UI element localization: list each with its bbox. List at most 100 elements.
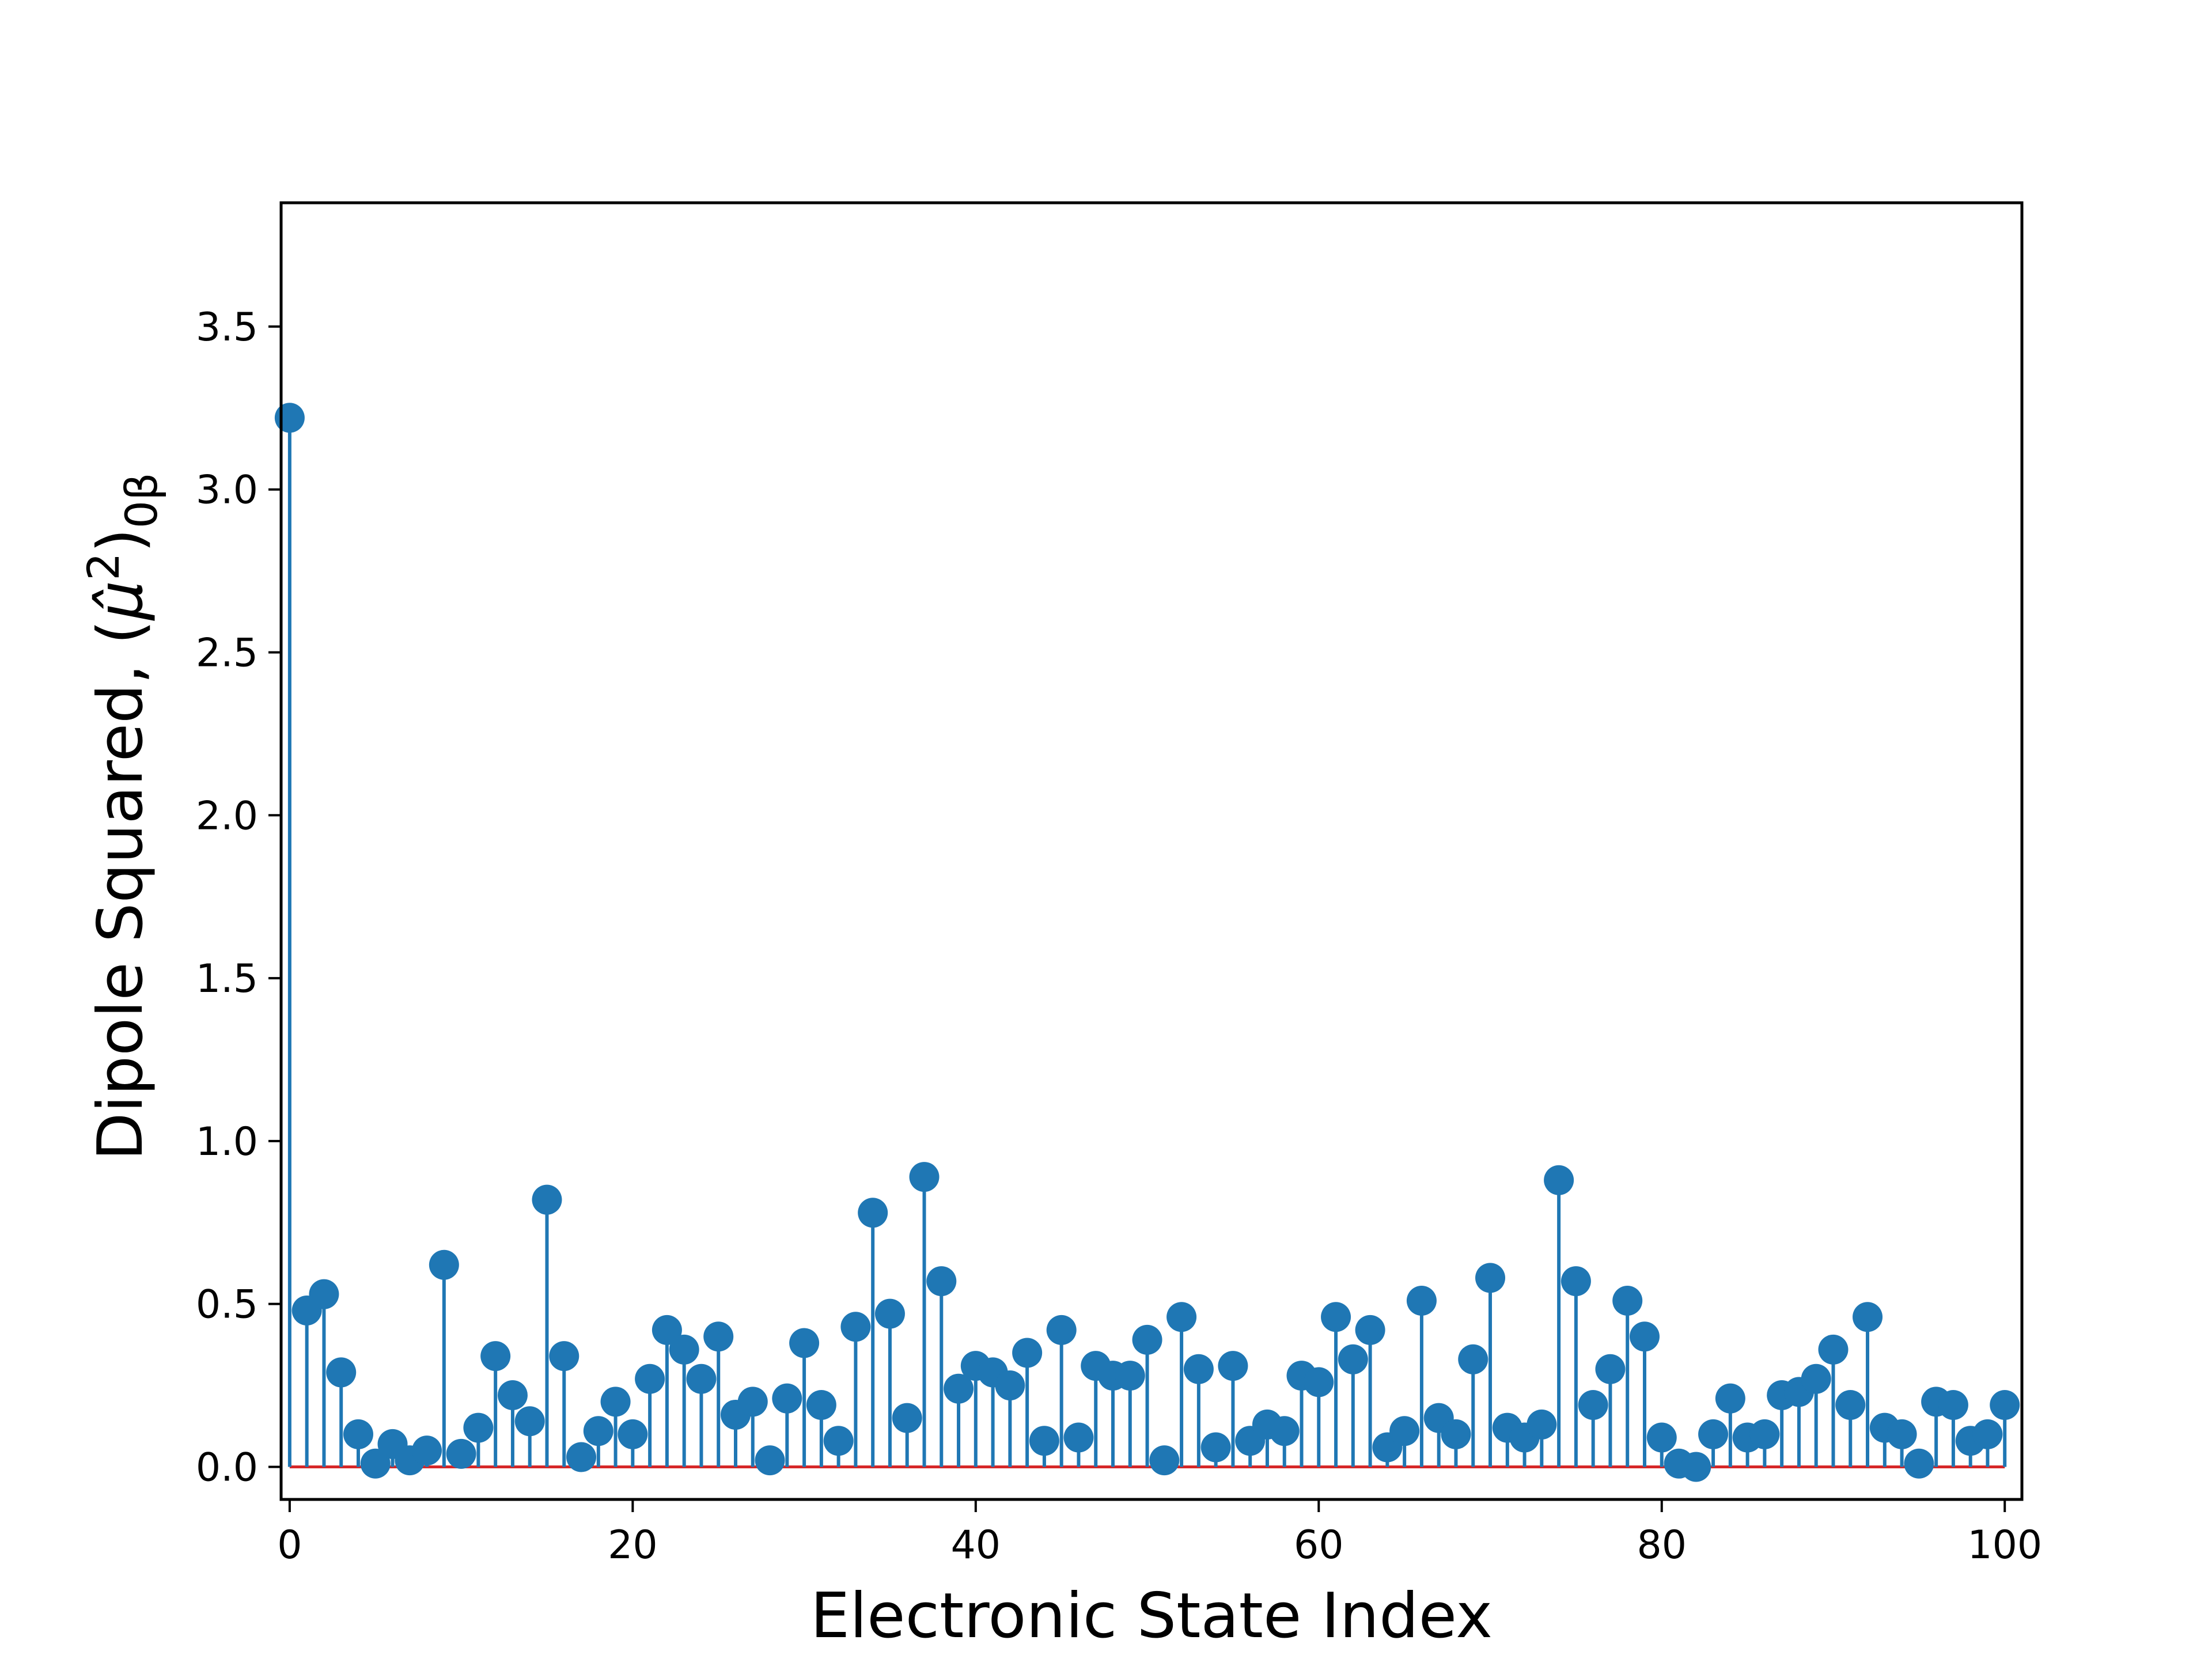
y-axis-title-close: ) [85,528,157,552]
stem-marker [1046,1315,1077,1345]
stem-marker [360,1448,391,1479]
stem-marker [1183,1354,1214,1384]
stem-marker [635,1363,665,1394]
stem-marker [618,1419,648,1449]
stem-marker [926,1266,957,1297]
stem-marker [1218,1351,1248,1381]
x-tick-label: 20 [608,1522,658,1568]
x-tick-label: 0 [277,1522,302,1568]
stem-marker [892,1403,922,1433]
x-axis-ticks: 0 20 40 60 80 100 [277,1499,2042,1568]
stem-marker [412,1435,442,1466]
stem-marker [549,1341,579,1372]
stem-marker [1338,1344,1368,1374]
stem-marker [1818,1334,1849,1365]
stem-marker [1972,1419,2003,1449]
stem-marker [840,1312,871,1342]
stem-marker [1321,1302,1351,1332]
stem-marker [1029,1426,1059,1456]
y-tick-label: 2.5 [196,630,258,676]
stem-marker [600,1387,631,1417]
y-axis-title-subscript: 0β [116,472,167,528]
stem-marker [1544,1165,1574,1195]
y-axis-title-text: Dipole Squared, ( [85,620,157,1160]
stem-marker [1441,1419,1471,1449]
y-tick-label: 0.5 [196,1282,258,1328]
stem-marker [1355,1315,1385,1345]
stem-marker [1458,1344,1488,1374]
stem-marker [1560,1266,1591,1297]
stem-marker [446,1438,476,1469]
stem-marker [1681,1452,1711,1482]
stem-marker [1715,1383,1745,1414]
stem-marker [1132,1324,1162,1355]
stem-marker [686,1363,717,1394]
y-axis-ticks: 0.0 0.5 1.0 1.5 2.0 2.5 3.0 3.5 [196,305,281,1490]
stem-marker [858,1198,888,1228]
y-tick-label: 0.0 [196,1445,258,1490]
stem-marker [1389,1416,1420,1446]
stem-marker [1646,1422,1677,1453]
x-tick-label: 100 [1967,1522,2042,1568]
stem-marker [1304,1367,1334,1397]
stem-marker [566,1442,597,1472]
stem-marker [1063,1422,1094,1453]
stem-marker [1629,1321,1660,1352]
stem-marker [1698,1419,1729,1449]
stem-marker [1149,1445,1180,1476]
stem-marker [944,1373,974,1404]
stem-marker [463,1412,494,1443]
stem-marker [755,1445,785,1476]
stem-marker [909,1162,940,1192]
stem-marker [1595,1354,1626,1384]
stem-marker [995,1370,1025,1401]
y-axis-title-superscript: 2 [78,552,129,580]
stem-marker [309,1279,339,1309]
stem-marker [806,1389,836,1420]
stem-marker [1269,1416,1300,1446]
x-tick-label: 80 [1637,1522,1687,1568]
y-tick-label: 3.5 [196,305,258,350]
stem-marker [1938,1389,1968,1420]
stem-marker [1166,1302,1197,1332]
stem-marker [772,1383,802,1414]
stem-marker [1406,1285,1437,1316]
stem-marker [1749,1419,1780,1449]
stem-marker [1012,1338,1043,1368]
stem-marker [737,1387,768,1417]
stem-marker [823,1426,854,1456]
y-axis-title-mu: μ̂ [85,581,157,622]
x-axis-title: Electronic State Index [810,1580,1493,1652]
stem-marker [583,1416,613,1446]
stem-marker [532,1184,562,1215]
stem-marker [1853,1302,1883,1332]
stem-marker [1612,1285,1643,1316]
y-tick-label: 3.0 [196,468,258,513]
stem-marker [652,1315,682,1345]
stem-marker [480,1341,511,1372]
stem-marker [789,1328,820,1358]
y-tick-label: 1.0 [196,1119,258,1165]
stem-marker [669,1334,699,1365]
stem-marker [1578,1389,1608,1420]
stem-marker [1835,1389,1866,1420]
x-tick-label: 60 [1294,1522,1344,1568]
x-tick-label: 40 [951,1522,1001,1568]
stem-marker [1527,1409,1557,1440]
y-tick-label: 1.5 [196,956,258,1002]
stem-marker [1200,1432,1231,1463]
y-tick-label: 2.0 [196,793,258,839]
stem-marker [1904,1448,1934,1479]
stem-marker [326,1357,357,1388]
y-axis-title: Dipole Squared, (μ̂2)0β [78,472,167,1160]
stem-marker [1801,1363,1831,1394]
stem-marker [874,1298,905,1329]
stem-marker [1475,1263,1506,1293]
stem-marker [343,1419,373,1449]
plot-frame [279,201,2024,1501]
stem-marker [1990,1389,2020,1420]
stem-marker [514,1406,545,1437]
stem-markers [274,403,2020,1482]
